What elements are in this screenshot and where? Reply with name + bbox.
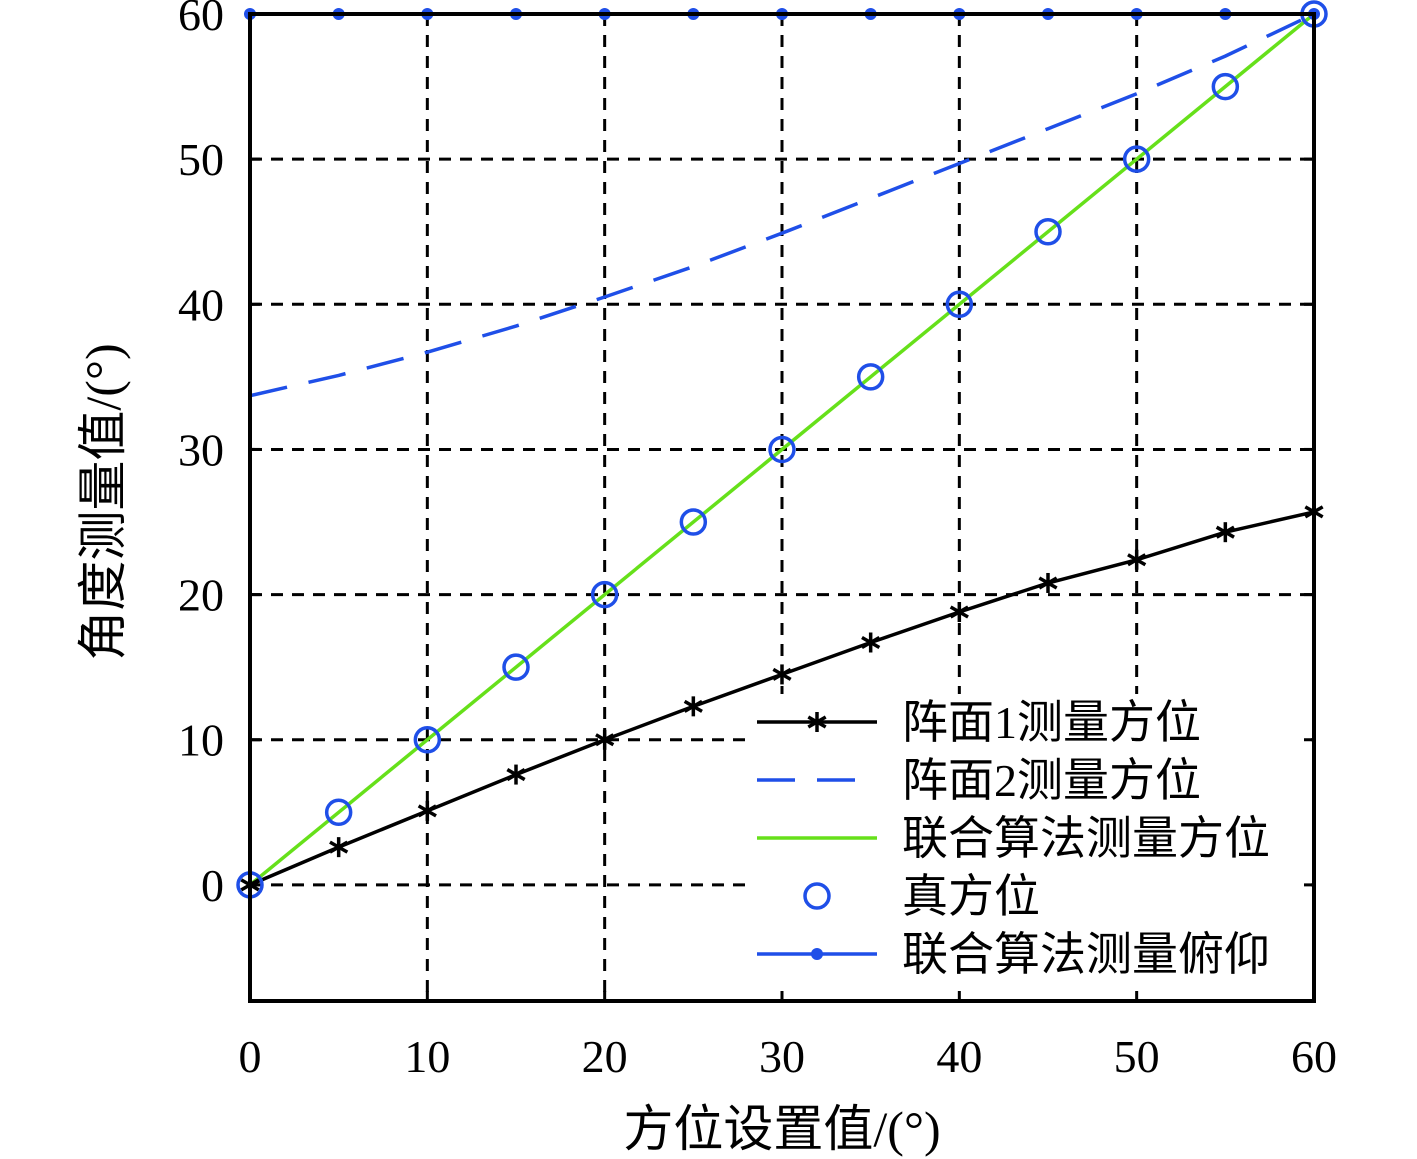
data-point-circle [590, 580, 619, 609]
legend-label: 联合算法测量俯仰 [902, 929, 1270, 980]
asterisk-stroke [772, 667, 792, 681]
series-1 [249, 12, 1315, 398]
data-point-circle [945, 290, 974, 319]
data-point-dot [811, 948, 823, 960]
asterisk-stroke [1127, 553, 1147, 567]
data-point-circle [324, 798, 353, 827]
y-tick-label: 60 [178, 0, 224, 40]
x-axis-label: 方位设置值/(°) [623, 1101, 940, 1157]
data-point-circle [1034, 217, 1062, 246]
asterisk-stroke [595, 733, 615, 747]
series-line [249, 12, 1315, 398]
legend-label: 阵面2测量方位 [902, 755, 1201, 806]
series-2 [248, 12, 1316, 887]
x-tick-label: 10 [404, 1031, 450, 1082]
asterisk-stroke [949, 605, 969, 619]
legend-label: 真方位 [902, 871, 1040, 922]
x-tick-label: 50 [1114, 1031, 1160, 1082]
x-tick-label: 40 [936, 1031, 982, 1082]
y-tick-label: 10 [178, 715, 224, 766]
data-point-circle [803, 882, 831, 910]
legend-entry: 联合算法测量方位 [757, 813, 1270, 864]
data-point-asterisk [807, 712, 827, 732]
data-point-circle [768, 435, 796, 464]
y-tick-label: 0 [201, 860, 224, 911]
y-tick-label: 50 [178, 134, 224, 185]
data-point-circle [856, 363, 885, 391]
series-line [248, 12, 1316, 887]
data-point-asterisk [506, 764, 526, 785]
data-point-circle [1122, 145, 1151, 173]
data-point-asterisk [861, 632, 881, 653]
data-point-asterisk [1127, 549, 1147, 570]
data-point-asterisk [417, 800, 437, 821]
x-tick-label: 60 [1291, 1031, 1337, 1082]
asterisk-stroke [1215, 525, 1235, 539]
plot-series [236, 0, 1328, 899]
legend-entry: 阵面2测量方位 [757, 755, 1201, 806]
legend-background [745, 694, 1311, 998]
asterisk-stroke [683, 699, 703, 713]
asterisk-stroke [1038, 576, 1058, 590]
data-point-circle [679, 508, 708, 536]
data-point-circle [413, 725, 442, 754]
legend-entry: 联合算法测量俯仰 [757, 929, 1270, 980]
asterisk-stroke [329, 840, 349, 854]
asterisk-stroke [861, 635, 881, 650]
x-tick-label: 20 [582, 1031, 628, 1082]
data-point-asterisk [1038, 572, 1058, 593]
data-point-asterisk [329, 837, 349, 858]
x-tick-label: 30 [759, 1031, 805, 1082]
data-point-circle [1211, 72, 1240, 101]
y-tick-label: 40 [178, 279, 224, 330]
data-point-asterisk [683, 696, 703, 717]
axes: 0 10 20 30 40 50 60 0 10 20 30 40 50 60 [178, 0, 1337, 1082]
y-axis-label: 角度测量值/(°) [75, 343, 131, 660]
data-point-asterisk [595, 729, 615, 750]
asterisk-stroke [807, 715, 827, 729]
data-point-asterisk [1215, 522, 1235, 543]
legend-label: 阵面1测量方位 [902, 697, 1201, 748]
asterisk-stroke [506, 768, 526, 782]
legend-label: 联合算法测量方位 [902, 813, 1270, 864]
data-point-circle [502, 653, 530, 681]
data-point-asterisk [949, 602, 969, 623]
legend-entry: 真方位 [803, 871, 1040, 922]
x-tick-label: 0 [239, 1031, 262, 1082]
y-tick-label: 20 [178, 570, 224, 621]
asterisk-stroke [417, 804, 437, 818]
y-tick-label: 30 [178, 424, 224, 475]
data-point-asterisk [772, 664, 792, 685]
legend-entry: 阵面1测量方位 [757, 697, 1201, 748]
